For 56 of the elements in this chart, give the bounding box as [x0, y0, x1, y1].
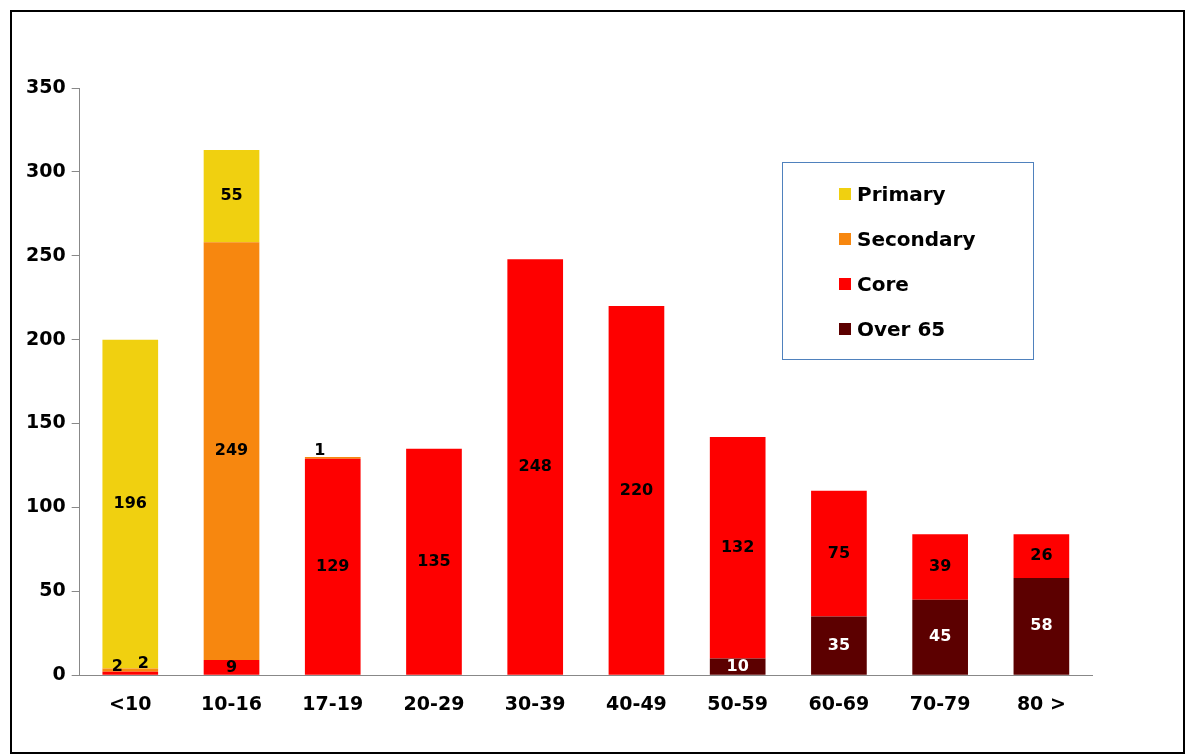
x-tick-label: 70-79: [909, 691, 971, 714]
bar: [203, 150, 260, 243]
x-tick-label: 20-29: [403, 691, 465, 714]
data-label: 249: [214, 440, 249, 460]
data-label: 196: [113, 493, 147, 513]
data-label: 75: [827, 542, 851, 562]
legend-label: Primary: [857, 181, 946, 206]
y-tick-label: 250: [25, 242, 66, 265]
bar: [811, 616, 867, 675]
data-label: 45: [929, 626, 952, 646]
legend-label: Over 65: [857, 316, 946, 341]
bar: [102, 339, 159, 669]
bar: [912, 599, 968, 675]
data-label: 135: [417, 550, 451, 570]
bar: [203, 660, 260, 675]
x-tick-label: 60-69: [808, 691, 870, 714]
data-label: 1: [314, 439, 326, 459]
x-tick-label: 40-49: [606, 691, 667, 714]
y-tick-label: 150: [25, 410, 66, 433]
data-label: 2: [137, 653, 149, 672]
bar: [912, 534, 968, 600]
y-tick-label: 50: [39, 578, 66, 601]
bar: [1013, 534, 1070, 578]
bar: [406, 448, 462, 675]
data-label: 9: [225, 656, 238, 676]
data-label: 58: [1030, 615, 1053, 635]
bar: [608, 306, 665, 675]
legend-label: Secondary: [857, 226, 976, 251]
y-tick-label: 350: [25, 74, 66, 97]
y-tick-label: 100: [25, 494, 66, 517]
x-tick-label: 50-59: [707, 691, 769, 714]
bar: [811, 490, 867, 617]
data-label: 132: [720, 536, 755, 556]
data-label: 35: [827, 634, 851, 654]
data-label: 10: [726, 655, 749, 675]
x-tick-label: 30-39: [504, 691, 566, 714]
bar: [203, 242, 260, 661]
data-label: 248: [518, 456, 552, 476]
data-label: 2: [111, 655, 123, 675]
x-tick-label: 17-19: [302, 691, 364, 714]
y-tick-label: 200: [25, 326, 66, 349]
y-tick-label: 300: [25, 158, 66, 181]
legend-label: Core: [857, 271, 909, 296]
data-label: 129: [316, 555, 350, 575]
x-tick-label: <10: [109, 691, 152, 714]
x-tick-label: 80 >: [1016, 691, 1066, 714]
bar: [304, 458, 361, 675]
data-label: 220: [619, 479, 654, 499]
data-label: 26: [1030, 545, 1053, 565]
data-label: 39: [929, 556, 952, 576]
y-tick-label: 0: [52, 662, 66, 685]
x-tick-label: 10-16: [201, 691, 262, 714]
bar: [507, 259, 564, 675]
data-label: 55: [220, 185, 243, 205]
bar: [709, 436, 766, 659]
bar: [1013, 577, 1070, 675]
